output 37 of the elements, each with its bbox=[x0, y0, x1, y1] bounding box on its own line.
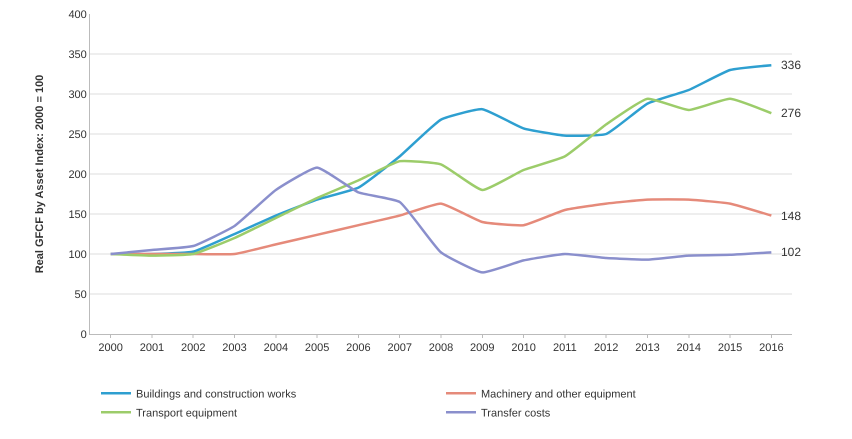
data-label: 336 bbox=[781, 58, 802, 72]
x-tick-label: 2001 bbox=[140, 342, 164, 354]
y-tick-label: 250 bbox=[68, 128, 87, 141]
x-tick-label: 2015 bbox=[718, 342, 742, 354]
y-tick-label: 100 bbox=[68, 248, 87, 261]
x-tick-label: 2012 bbox=[594, 342, 618, 354]
line-series bbox=[109, 98, 773, 257]
data-label: 102 bbox=[781, 245, 802, 259]
y-tick-label: 350 bbox=[68, 48, 87, 61]
x-tick-label: 2000 bbox=[98, 342, 123, 354]
x-tick-label: 2009 bbox=[470, 342, 495, 354]
x-tick-label: 2013 bbox=[635, 342, 660, 354]
y-axis-title: Real GFCF by Asset Index: 2000 = 100 bbox=[34, 74, 46, 274]
line-series bbox=[109, 166, 773, 274]
x-tick-label: 2007 bbox=[387, 342, 412, 354]
x-tick-label: 2005 bbox=[304, 342, 330, 354]
x-tick-label: 2008 bbox=[428, 342, 454, 354]
legend-label: Transport equipment bbox=[136, 408, 238, 420]
legend-label: Machinery and other equipment bbox=[481, 388, 636, 401]
y-tick-label: 150 bbox=[68, 208, 87, 221]
y-tick-label: 300 bbox=[68, 88, 87, 101]
x-tick-label: 2004 bbox=[264, 342, 288, 354]
y-tick-label: 400 bbox=[68, 8, 87, 21]
x-tick-label: 2006 bbox=[346, 342, 371, 354]
y-tick-label: 200 bbox=[68, 168, 87, 181]
x-tick-label: 2014 bbox=[676, 342, 701, 354]
x-tick-label: 2003 bbox=[222, 342, 247, 354]
x-tick-label: 2002 bbox=[181, 342, 206, 354]
y-tick-label: 50 bbox=[74, 288, 87, 301]
y-tick-label: 0 bbox=[80, 328, 87, 341]
legend-label: Buildings and construction works bbox=[136, 388, 297, 401]
x-tick-label: 2016 bbox=[759, 342, 784, 354]
x-tick-label: 2011 bbox=[553, 342, 577, 354]
x-tick-label: 2010 bbox=[511, 342, 536, 354]
data-label: 148 bbox=[781, 209, 802, 223]
data-label: 276 bbox=[781, 106, 802, 120]
legend-label: Transfer costs bbox=[481, 408, 551, 420]
